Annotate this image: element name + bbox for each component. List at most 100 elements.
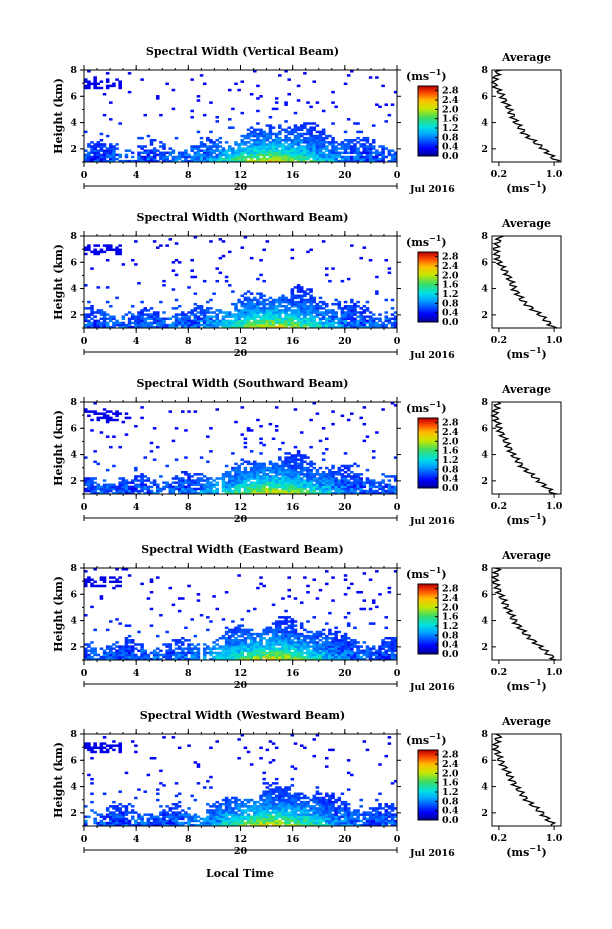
heatmap-cell [152,319,157,323]
heatmap-cell [231,491,235,495]
heatmap-cell [393,319,398,323]
heatmap-cell [284,471,288,474]
heatmap-cell [87,307,91,310]
heatmap-cell [112,153,116,157]
heatmap-cell [115,250,119,254]
heatmap-cell [343,616,348,619]
heatmap-cell [343,471,348,474]
heatmap-cell [306,147,310,150]
heatmap-cell [112,491,116,495]
heatmap-cell [315,471,320,474]
heatmap-cell [281,462,285,466]
heatmap-cell [253,655,257,659]
heatmap-cell [312,632,317,636]
heatmap-cell [174,273,179,277]
heatmap-cell [262,651,266,655]
heatmap-cell [350,298,354,302]
heatmap-cell [187,657,191,661]
heatmap-cell [365,151,370,155]
heatmap-cell [337,485,342,489]
x-tick-label: 12 [234,170,247,181]
heatmap-cell [387,151,392,155]
heatmap-cell [109,416,113,420]
heatmap-cell [227,157,232,161]
heatmap-cell [87,246,91,249]
heatmap-cell [262,143,266,146]
heatmap-cell [328,153,332,157]
heatmap-cell [234,466,238,470]
heatmap-cell [177,313,182,316]
heatmap-cell [237,643,241,646]
heatmap-cell [293,479,298,482]
heatmap-cell [337,319,342,323]
heatmap-cell [240,462,245,466]
heatmap-cell [281,653,285,657]
heatmap-cell [240,149,245,152]
colorbar-frame [417,251,439,323]
heatmap-cell [202,145,207,148]
heatmap-cell [184,319,188,323]
heatmap-cell [259,311,263,314]
heatmap-cell [381,325,385,329]
heatmap-cell [328,647,332,650]
heatmap-cell [350,155,354,159]
heatmap-cell [134,321,138,325]
heatmap-cell [115,78,119,81]
heatmap-cell [84,823,88,827]
heatmap-cell [271,153,276,157]
heatmap-cell [240,624,245,627]
heatmap-cell [174,136,179,140]
heatmap-cell [221,483,226,487]
heatmap-cell [168,586,173,590]
heatmap-cell [262,155,266,159]
x-tick-label: 12 [234,502,247,513]
colorbar-segment [418,264,438,267]
heatmap-cell [340,643,345,646]
heatmap-cell [268,309,273,312]
heatmap-cell [387,113,392,117]
heatmap-cell [243,489,248,493]
heatmap-cell [221,653,226,657]
heatmap-cell [181,471,185,474]
heatmap-cell [343,653,348,657]
heatmap-cell [159,145,163,148]
heatmap-cell [253,145,257,148]
heatmap-cell [209,315,213,318]
heatmap-cell [274,471,279,474]
heatmap-cell [296,317,301,321]
heatmap-cell [202,155,207,159]
heatmap-cell [303,325,307,329]
heatmap-cell [212,155,216,159]
heatmap-cell [149,157,154,161]
heatmap-cell [130,321,135,325]
heatmap-cell [306,481,310,484]
heatmap-cell [299,485,304,489]
heatmap-cell [274,97,279,100]
heatmap-cell [218,256,223,260]
heatmap-cell [209,151,213,155]
heatmap-cell [343,325,348,329]
colorbar-segment [418,101,438,104]
heatmap-cell [309,325,313,329]
heatmap-cell [90,657,94,661]
heatmap-cell [112,576,116,579]
heatmap-cell [296,141,301,144]
heatmap-cell [87,319,91,323]
heatmap-cell [146,597,151,600]
heatmap-cell [359,155,363,159]
heatmap-cell [109,485,113,489]
heatmap-cell [350,157,354,161]
heatmap-cell [393,653,398,657]
heatmap-cell [337,479,342,482]
heatmap-cell [237,309,241,312]
heatmap-cell [306,300,310,304]
heatmap-cell [121,649,126,653]
heatmap-cell [375,570,379,573]
colorbar-segment [418,304,438,307]
heatmap-cell [155,313,160,316]
heatmap-cell [134,483,138,487]
heatmap-cell [109,815,113,819]
heatmap-cell [243,302,248,306]
heatmap-cell [328,317,332,321]
heatmap-cell [393,155,398,159]
